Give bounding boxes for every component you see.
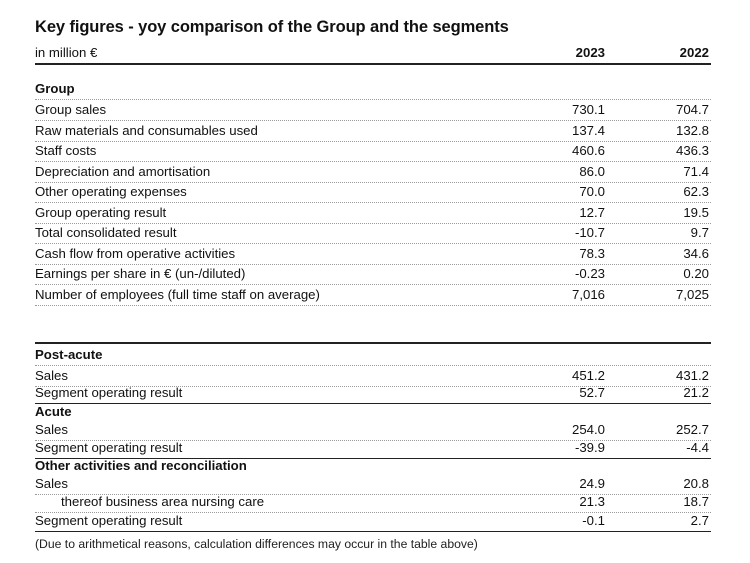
table-row: Sales 254.0 252.7: [35, 420, 711, 441]
row-label: Staff costs: [35, 143, 97, 158]
column-header-2023: 2023: [575, 45, 605, 60]
row-label: Other operating expenses: [35, 184, 187, 199]
row-label: Segment operating result: [35, 440, 183, 455]
row-label: Number of employees (full time staff on …: [35, 287, 320, 302]
section-heading-label: Group: [35, 81, 75, 96]
table-row: Depreciation and amortisation 86.0 71.4: [35, 162, 711, 183]
section-heading-label: Post-acute: [35, 347, 103, 362]
row-label: Segment operating result: [35, 385, 183, 400]
section-heading-post-acute: Post-acute: [35, 345, 711, 366]
section-heading-label: Acute: [35, 404, 72, 419]
value-2022: 431.2: [675, 368, 709, 383]
value-2023: 460.6: [571, 143, 605, 158]
row-label: Segment operating result: [35, 513, 183, 528]
header-rule: [35, 64, 711, 65]
table-row: Staff costs 460.6 436.3: [35, 141, 711, 162]
value-2023: -0.23: [574, 266, 605, 281]
column-header-2022: 2022: [679, 45, 709, 60]
row-label: Group sales: [35, 102, 107, 117]
value-2023: 451.2: [571, 368, 605, 383]
value-2022: 7,025: [675, 287, 709, 302]
value-2023: 137.4: [571, 123, 605, 138]
table-row: Sales 24.9 20.8: [35, 474, 711, 495]
value-2022: 71.4: [683, 164, 709, 179]
table-row: Group operating result 12.7 19.5: [35, 203, 711, 224]
section-heading-group: Group: [35, 79, 711, 100]
value-2023: -0.1: [582, 513, 605, 528]
unit-label: in million €: [35, 45, 98, 60]
value-2023: -39.9: [574, 440, 605, 455]
table-row: Cash flow from operative activities 78.3…: [35, 244, 711, 265]
table-row: Raw materials and consumables used 137.4…: [35, 121, 711, 142]
value-2023: 86.0: [579, 164, 605, 179]
row-label: Total consolidated result: [35, 225, 177, 240]
value-2022: 19.5: [683, 205, 709, 220]
page-title: Key figures - yoy comparison of the Grou…: [35, 18, 509, 36]
table-row: thereof business area nursing care 21.3 …: [35, 492, 711, 513]
table-row: Other operating expenses 70.0 62.3: [35, 182, 711, 203]
value-2022: 252.7: [675, 422, 709, 437]
value-2022: 2.7: [690, 513, 709, 528]
table-row: Total consolidated result -10.7 9.7: [35, 223, 711, 244]
section-heading-label: Other activities and reconciliation: [35, 458, 247, 473]
value-2022: 34.6: [683, 246, 709, 261]
table-row: Sales 451.2 431.2: [35, 366, 711, 387]
value-2022: 9.7: [690, 225, 709, 240]
value-2022: 0.20: [683, 266, 709, 281]
table-row: Segment operating result -0.1 2.7: [35, 511, 711, 532]
value-2022: 132.8: [675, 123, 709, 138]
value-2023: -10.7: [574, 225, 605, 240]
row-label: Cash flow from operative activities: [35, 246, 236, 261]
value-2023: 52.7: [579, 385, 605, 400]
row-label: thereof business area nursing care: [61, 494, 265, 509]
value-2022: 20.8: [683, 476, 709, 491]
value-2023: 21.3: [579, 494, 605, 509]
row-label: Sales: [35, 476, 68, 491]
value-2023: 24.9: [579, 476, 605, 491]
table-row: Segment operating result 52.7 21.2: [35, 383, 711, 404]
row-label: Sales: [35, 422, 68, 437]
value-2023: 12.7: [579, 205, 605, 220]
row-label: Raw materials and consumables used: [35, 123, 258, 138]
value-2023: 70.0: [579, 184, 605, 199]
section-heading-acute: Acute: [35, 402, 711, 422]
table-header-row: in million € 2023 2022: [35, 43, 711, 64]
value-2023: 78.3: [579, 246, 605, 261]
value-2022: 62.3: [683, 184, 709, 199]
value-2022: 704.7: [675, 102, 709, 117]
value-2022: 18.7: [683, 494, 709, 509]
table-row: Number of employees (full time staff on …: [35, 285, 711, 306]
value-2022: -4.4: [686, 440, 709, 455]
row-label: Earnings per share in € (un-/diluted): [35, 266, 246, 281]
value-2023: 254.0: [571, 422, 605, 437]
value-2022: 436.3: [675, 143, 709, 158]
value-2022: 21.2: [683, 385, 709, 400]
table-row: Earnings per share in € (un-/diluted) -0…: [35, 264, 711, 285]
segment-block-rule: [35, 342, 711, 344]
row-label: Group operating result: [35, 205, 167, 220]
table-row: Segment operating result -39.9 -4.4: [35, 438, 711, 459]
row-label: Sales: [35, 368, 68, 383]
section-heading-other-activities: Other activities and reconciliation: [35, 456, 711, 476]
value-2023: 730.1: [571, 102, 605, 117]
footnote: (Due to arithmetical reasons, calculatio…: [35, 537, 478, 551]
row-label: Depreciation and amortisation: [35, 164, 211, 179]
value-2023: 7,016: [571, 287, 605, 302]
table-row: Group sales 730.1 704.7: [35, 100, 711, 121]
